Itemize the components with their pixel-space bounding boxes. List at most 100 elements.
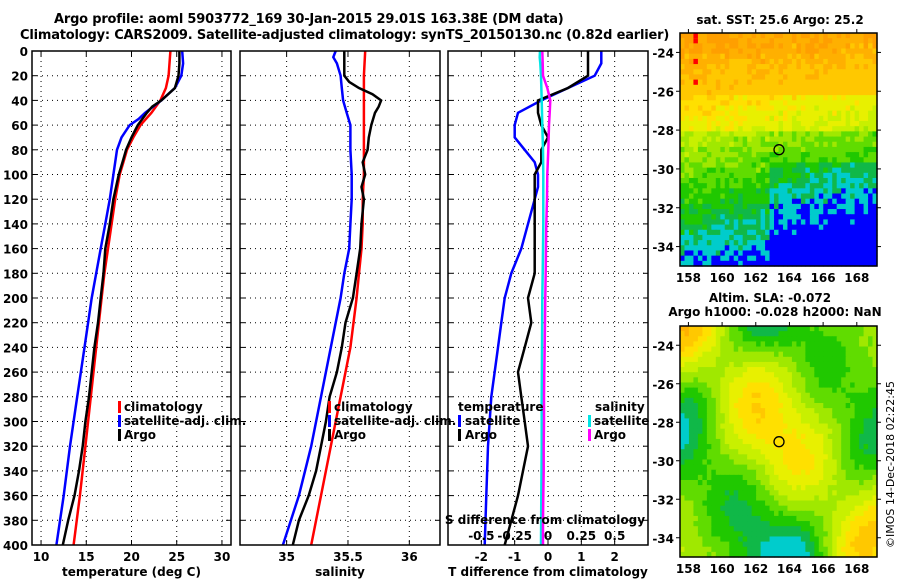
map-cell <box>715 157 721 164</box>
map-cell <box>800 331 806 337</box>
map-cell <box>738 224 744 231</box>
map-cell <box>729 53 735 60</box>
map-cell <box>778 240 784 246</box>
map-cell <box>680 428 686 435</box>
map-cell <box>680 105 686 112</box>
map-cell <box>823 38 829 44</box>
map-cell <box>818 480 824 486</box>
map-cell <box>854 515 860 522</box>
map-cell <box>787 260 793 267</box>
map-cell <box>814 48 820 55</box>
map-cell <box>733 408 739 414</box>
map-cell <box>680 526 686 532</box>
map-cell <box>850 326 856 332</box>
map-cell <box>684 536 690 543</box>
map-cell <box>832 428 838 435</box>
map-cell <box>836 454 842 461</box>
map-cell <box>751 418 757 425</box>
map-cell <box>859 89 865 96</box>
map-cell <box>827 110 833 117</box>
map-cell <box>760 449 766 455</box>
map-cell <box>841 162 847 169</box>
map-cell <box>809 260 815 267</box>
map-cell <box>823 136 829 143</box>
map-cell <box>733 157 739 164</box>
map-cell <box>782 152 789 158</box>
map-cell <box>796 413 802 419</box>
map-cell <box>684 177 690 184</box>
map-cell <box>827 403 833 409</box>
map-cell <box>751 162 757 169</box>
map-cell <box>805 224 811 231</box>
map-cell <box>688 495 695 502</box>
map-cell <box>782 459 789 466</box>
map-cell <box>859 449 865 455</box>
map-cell <box>859 255 865 262</box>
map-cell <box>724 219 730 226</box>
map-cell <box>823 69 829 76</box>
map-cell <box>733 367 739 373</box>
map-cell <box>778 459 784 466</box>
map-cell <box>832 250 838 257</box>
map-cell <box>684 418 690 425</box>
map-cell <box>872 203 878 210</box>
map-cell <box>800 203 806 210</box>
map-cell <box>684 48 690 55</box>
map-cell <box>809 172 815 179</box>
map-cell <box>800 372 806 378</box>
map-cell <box>778 490 784 496</box>
map-cell <box>791 255 798 262</box>
map-cell <box>809 126 815 132</box>
map-cell <box>747 229 753 236</box>
map-cell <box>868 89 874 96</box>
map-cell <box>769 234 775 241</box>
plot-frame <box>239 50 441 546</box>
map-cell <box>751 115 757 122</box>
map-cell <box>850 152 856 158</box>
map-cell <box>729 43 735 50</box>
map-cell <box>747 515 753 522</box>
map-cell <box>756 177 762 184</box>
map-cell <box>688 110 695 117</box>
map-cell <box>782 341 789 348</box>
map-cell <box>680 392 686 399</box>
map-cell <box>751 105 757 112</box>
map-cell <box>680 188 686 195</box>
map-cell <box>800 454 806 461</box>
map-cell <box>711 255 717 262</box>
map-cell <box>733 392 739 399</box>
map-cell <box>742 423 748 430</box>
map-cell <box>711 136 717 143</box>
map-cell <box>720 141 726 148</box>
map-cell <box>854 531 860 538</box>
map-cell <box>823 438 829 445</box>
map-x-tick-label: 162 <box>743 562 768 576</box>
map-cell <box>791 382 798 389</box>
map-cell <box>818 444 824 450</box>
map-cell <box>854 141 860 148</box>
map-cell <box>720 100 726 107</box>
map-x-tick-label: 164 <box>777 271 802 285</box>
map-cell <box>836 505 842 512</box>
map-cell <box>863 438 869 445</box>
map-cell <box>693 331 699 337</box>
map-cell <box>684 444 690 450</box>
map-cell <box>814 459 820 466</box>
map-cell <box>756 74 762 81</box>
map-cell <box>751 346 757 353</box>
map-cell <box>823 198 829 205</box>
map-cell <box>836 126 842 132</box>
map-cell <box>778 418 784 425</box>
map-cell <box>782 250 789 257</box>
map-cell <box>693 152 699 158</box>
map-cell <box>796 346 802 353</box>
map-cell <box>680 43 686 50</box>
map-cell <box>796 38 802 44</box>
map-cell <box>747 500 753 507</box>
map-cell <box>778 403 784 409</box>
map-cell <box>680 74 686 81</box>
map-cell <box>697 126 703 132</box>
map-cell <box>836 183 842 189</box>
map-cell <box>845 326 851 332</box>
map-cell <box>747 413 753 419</box>
